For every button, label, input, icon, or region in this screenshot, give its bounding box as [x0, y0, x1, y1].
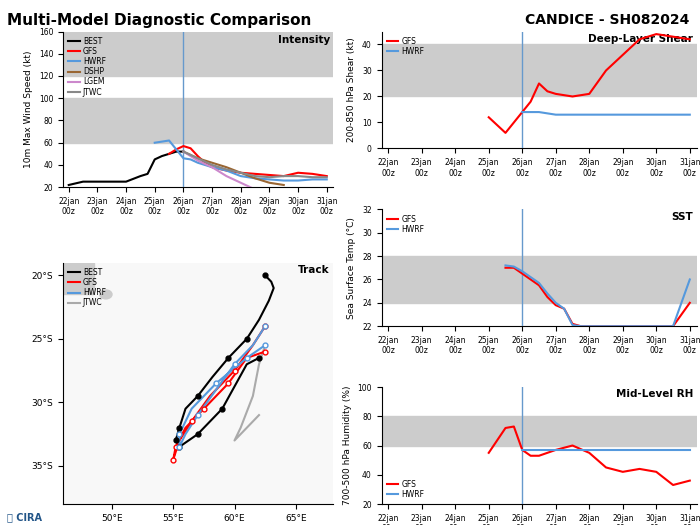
Y-axis label: 700-500 hPa Humidity (%): 700-500 hPa Humidity (%) [343, 386, 351, 505]
Ellipse shape [99, 290, 112, 299]
Text: CANDICE - SH082024: CANDICE - SH082024 [525, 13, 690, 27]
Text: Track: Track [298, 265, 330, 275]
Text: 🌊 CIRA: 🌊 CIRA [7, 512, 42, 522]
Text: Multi-Model Diagnostic Comparison: Multi-Model Diagnostic Comparison [7, 13, 312, 28]
Polygon shape [63, 262, 94, 295]
Y-axis label: 200-850 hPa Shear (kt): 200-850 hPa Shear (kt) [347, 38, 356, 142]
Bar [382, 416, 696, 446]
Text: Intensity: Intensity [278, 35, 330, 45]
Legend: GFS, HWRF: GFS, HWRF [385, 35, 426, 58]
Legend: BEST, GFS, HWRF, DSHP, LGEM, JTWC: BEST, GFS, HWRF, DSHP, LGEM, JTWC [66, 35, 107, 98]
Bar [63, 98, 332, 143]
Legend: GFS, HWRF: GFS, HWRF [385, 478, 426, 500]
Y-axis label: 10m Max Wind Speed (kt): 10m Max Wind Speed (kt) [25, 50, 33, 168]
Legend: GFS, HWRF: GFS, HWRF [385, 213, 426, 235]
Legend: BEST, GFS, HWRF, JTWC: BEST, GFS, HWRF, JTWC [66, 267, 107, 309]
Text: SST: SST [671, 212, 693, 222]
Text: Mid-Level RH: Mid-Level RH [616, 390, 693, 400]
Text: Deep-Layer Shear: Deep-Layer Shear [589, 34, 693, 44]
Y-axis label: Sea Surface Temp (°C): Sea Surface Temp (°C) [347, 217, 356, 319]
Bar [382, 256, 696, 303]
Bar [63, 32, 332, 76]
Bar [382, 45, 696, 97]
